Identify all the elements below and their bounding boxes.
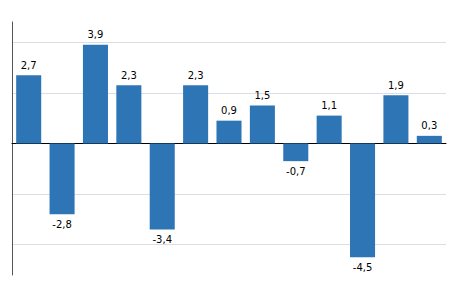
svg-text:-2,8: -2,8 [52, 219, 72, 230]
svg-text:-4,5: -4,5 [353, 262, 373, 273]
svg-text:2,7: 2,7 [21, 60, 37, 71]
svg-text:0,9: 0,9 [221, 105, 237, 116]
svg-text:1,1: 1,1 [321, 100, 337, 111]
svg-text:2,3: 2,3 [121, 70, 137, 81]
svg-text:3,9: 3,9 [88, 29, 104, 40]
svg-text:0,3: 0,3 [421, 120, 437, 131]
svg-text:1,9: 1,9 [388, 80, 404, 91]
svg-text:2,3: 2,3 [188, 70, 204, 81]
svg-text:1,5: 1,5 [254, 90, 270, 101]
svg-text:-3,4: -3,4 [152, 234, 172, 245]
svg-text:-0,7: -0,7 [286, 166, 306, 177]
